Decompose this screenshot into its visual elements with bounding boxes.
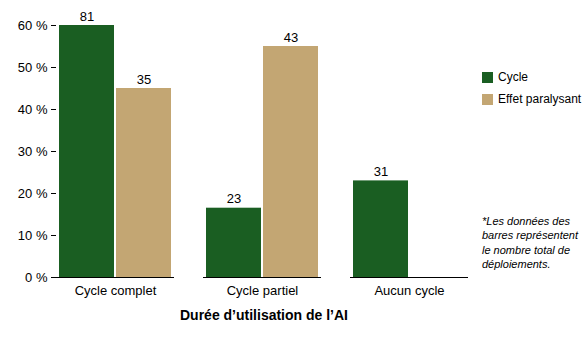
html-text:Effet paralysant: Effet paralysant: [498, 92, 582, 106]
svg-text:81: 81: [80, 9, 94, 24]
svg-text:Cycle complet: Cycle complet: [75, 283, 157, 298]
html-text:Durée d’utilisation de l’AI: Durée d’utilisation de l’AI: [180, 307, 348, 323]
svg-text:20 %: 20 %: [18, 186, 48, 201]
svg-text:Cycle partiel: Cycle partiel: [227, 283, 299, 298]
svg-text:31: 31: [374, 164, 388, 179]
svg-text:40 %: 40 %: [18, 102, 48, 117]
svg-text:0 %: 0 %: [25, 270, 48, 285]
svg-text:30 %: 30 %: [18, 144, 48, 159]
html-text:Cycle: Cycle: [498, 70, 528, 84]
svg-text:35: 35: [137, 72, 151, 87]
svg-text:10 %: 10 %: [18, 228, 48, 243]
svg-text:Aucun cycle: Aucun cycle: [374, 283, 444, 298]
svg-text:60 %: 60 %: [18, 18, 48, 33]
svg-text:50 %: 50 %: [18, 60, 48, 75]
html-text:*Les données des barres représ: *Les données des barres représentent le …: [482, 215, 578, 270]
svg-text:23: 23: [227, 191, 241, 206]
svg-text:43: 43: [284, 30, 298, 45]
